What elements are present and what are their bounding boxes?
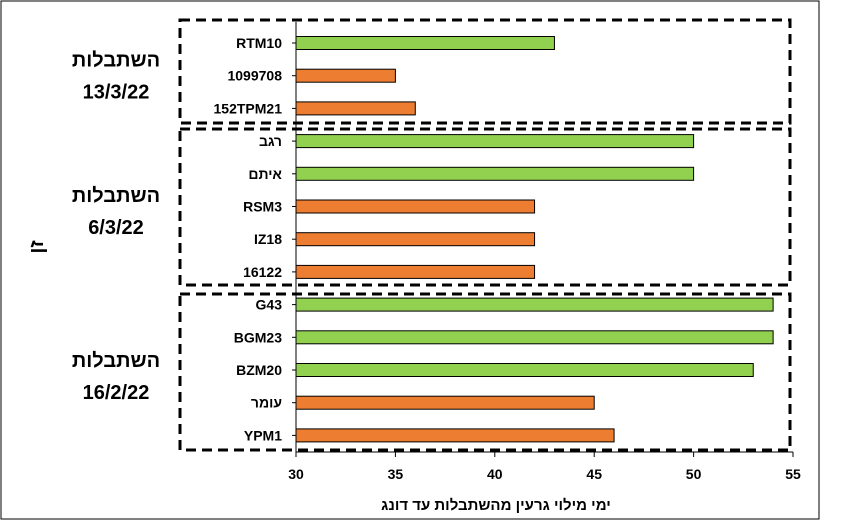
bar <box>295 297 774 312</box>
group-label-date: 16/2/22 <box>83 382 150 404</box>
group-box <box>178 127 792 287</box>
category-label: BGM23 <box>234 329 282 345</box>
category-label: YPM1 <box>244 427 282 443</box>
group-label-title: השתבלות <box>72 185 160 207</box>
x-axis-title: ימי מילוי גרעין מהשתבלות עד דונג <box>381 497 611 514</box>
x-tick-label: 55 <box>785 466 801 482</box>
bar <box>295 199 536 214</box>
x-tick-label: 50 <box>686 466 702 482</box>
bar <box>295 330 774 345</box>
bar <box>295 134 695 149</box>
category-label: RTM10 <box>236 35 282 51</box>
x-tick-label: 45 <box>586 466 602 482</box>
group-label-date: 6/3/22 <box>88 217 144 239</box>
bar <box>295 264 536 279</box>
bar <box>295 363 754 377</box>
category-label: רגב <box>259 133 282 149</box>
bar <box>295 232 536 247</box>
bar <box>295 395 595 410</box>
category-label: עומר <box>251 395 282 411</box>
group-label-title: השתבלות <box>72 350 160 372</box>
bar <box>295 68 396 83</box>
bar <box>295 428 615 443</box>
group-label-date: 13/3/22 <box>83 82 150 104</box>
group-box <box>178 292 792 452</box>
category-label: G43 <box>256 297 283 313</box>
plot-area: 30 35 40 45 50 55 RTM10 1099708 152TPM21 רגב איתם R… <box>72 18 801 482</box>
category-label: 152TPM21 <box>214 100 283 116</box>
group-box <box>178 18 792 125</box>
x-tick-label: 35 <box>388 466 404 482</box>
bar <box>295 36 555 50</box>
category-label: 16122 <box>243 264 282 280</box>
x-tick-label: 40 <box>487 466 503 482</box>
category-label: IZ18 <box>254 231 282 247</box>
bar <box>295 101 416 116</box>
category-label: BZM20 <box>236 362 282 378</box>
bar <box>295 166 695 181</box>
category-label: איתם <box>248 166 282 182</box>
x-tick-label: 30 <box>288 466 304 482</box>
y-axis-title: זן <box>26 240 48 254</box>
category-label: RSM3 <box>243 199 282 215</box>
group-label-title: השתבלות <box>72 50 160 72</box>
category-label: 1099708 <box>227 68 282 84</box>
